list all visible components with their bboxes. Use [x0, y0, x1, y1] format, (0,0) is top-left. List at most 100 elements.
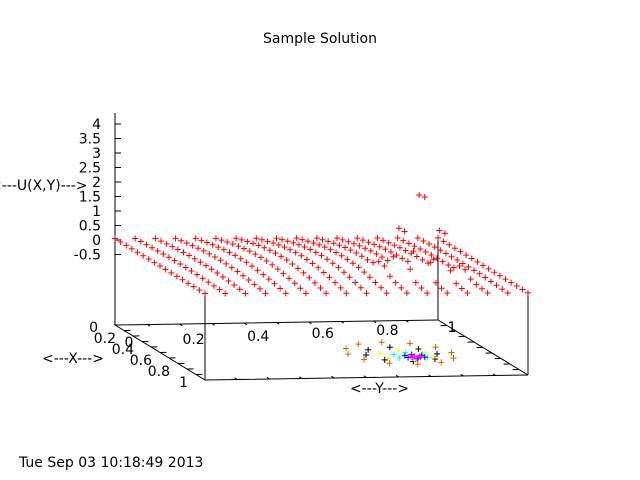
surface-point: [378, 284, 385, 291]
surface-point: [254, 267, 261, 274]
surface-point: [418, 285, 425, 292]
surface-point: [180, 249, 187, 256]
surface-point: [448, 253, 455, 260]
surface-point: [329, 260, 336, 267]
surface-point: [169, 243, 176, 250]
surface-point: [242, 290, 249, 297]
surface-point: [298, 252, 305, 259]
contour-point: [438, 359, 445, 366]
surface-point: [405, 240, 412, 247]
surface-point: [302, 290, 309, 297]
surface-point: [444, 290, 451, 297]
surface-point: [484, 289, 491, 296]
surface-point: [237, 255, 244, 262]
surface-point: [222, 290, 229, 297]
surface-point: [374, 235, 381, 242]
y-minor-tick: [179, 323, 183, 327]
x-axis-label: <---X--->: [42, 351, 104, 367]
contour-point: [386, 344, 393, 351]
surface-point: [262, 290, 269, 297]
y-tick-label: 0.4: [247, 329, 269, 345]
surface-point: [385, 239, 392, 246]
surface-point: [395, 225, 402, 232]
surface-point: [333, 249, 340, 256]
surface-point: [442, 250, 449, 257]
surface-point: [422, 248, 429, 255]
surface-point: [381, 263, 388, 270]
surface-point: [198, 237, 205, 244]
surface-point: [272, 250, 279, 257]
surface-point: [240, 272, 247, 279]
surface-point: [338, 252, 345, 259]
surface-point: [277, 285, 284, 292]
surface-point: [412, 279, 419, 286]
surface-point: [345, 238, 352, 245]
surface-point: [300, 269, 307, 276]
surface-point: [306, 274, 313, 281]
surface-point: [191, 255, 198, 262]
surface-point: [353, 250, 360, 257]
surface-point: [158, 238, 164, 245]
surface-point: [196, 287, 203, 294]
surface-point: [467, 276, 474, 283]
surface-point: [177, 261, 184, 268]
surface-point: [316, 241, 323, 248]
surface-point: [273, 235, 280, 242]
surface-point: [313, 235, 320, 242]
surface-point: [295, 265, 301, 272]
surface-point: [261, 244, 268, 251]
surface-point: [244, 238, 251, 245]
surface-point: [375, 258, 382, 265]
surface-point: [140, 252, 147, 259]
surface-point: [424, 290, 431, 297]
surface-point: [307, 246, 314, 253]
contour-point: [407, 353, 414, 360]
surface-point: [186, 252, 193, 259]
surface-point: [128, 245, 135, 252]
surface-point: [212, 235, 219, 242]
surface-point: [401, 228, 408, 235]
surface-point: [234, 268, 241, 275]
surface-point: [249, 263, 255, 270]
surface-point: [281, 244, 288, 251]
surface-point: [323, 290, 330, 297]
contour-point: [401, 352, 408, 359]
surface-point: [519, 286, 526, 293]
surface-point: [332, 279, 339, 286]
surface-point: [335, 264, 342, 271]
surface-point: [393, 252, 400, 259]
surface-point: [289, 261, 296, 268]
surface-point: [342, 244, 348, 251]
surface-point: [390, 253, 397, 260]
surface-point: [321, 244, 328, 251]
surface-point: [450, 264, 457, 271]
surface-point: [349, 260, 356, 267]
surface-point: [188, 268, 195, 275]
surface-point: [284, 238, 291, 245]
surface-point: [380, 237, 387, 244]
surface-point: [502, 276, 509, 283]
z-tick-label: 3: [92, 146, 101, 162]
surface-point: [482, 274, 489, 281]
surface-point: [476, 270, 483, 277]
surface-point: [206, 250, 213, 257]
surface-point: [434, 255, 440, 262]
surface-point: [263, 258, 270, 265]
surface-point: [162, 266, 169, 273]
y-minor-tick: [363, 375, 367, 378]
surface-point: [229, 240, 236, 247]
surface-point: [376, 243, 383, 250]
x-ticks: 00.20.40.60.81: [89, 320, 188, 391]
contour-point: [432, 344, 439, 351]
surface-point: [456, 263, 463, 270]
surface-point: [462, 266, 469, 273]
surface-point: [172, 235, 179, 242]
surface-point: [297, 285, 304, 292]
surface-point: [454, 257, 461, 264]
surface-point: [384, 257, 391, 264]
surface-point: [473, 281, 480, 288]
x-tick-label: 0.8: [148, 364, 170, 380]
surface-point: [426, 241, 433, 248]
surface-point: [192, 235, 199, 242]
